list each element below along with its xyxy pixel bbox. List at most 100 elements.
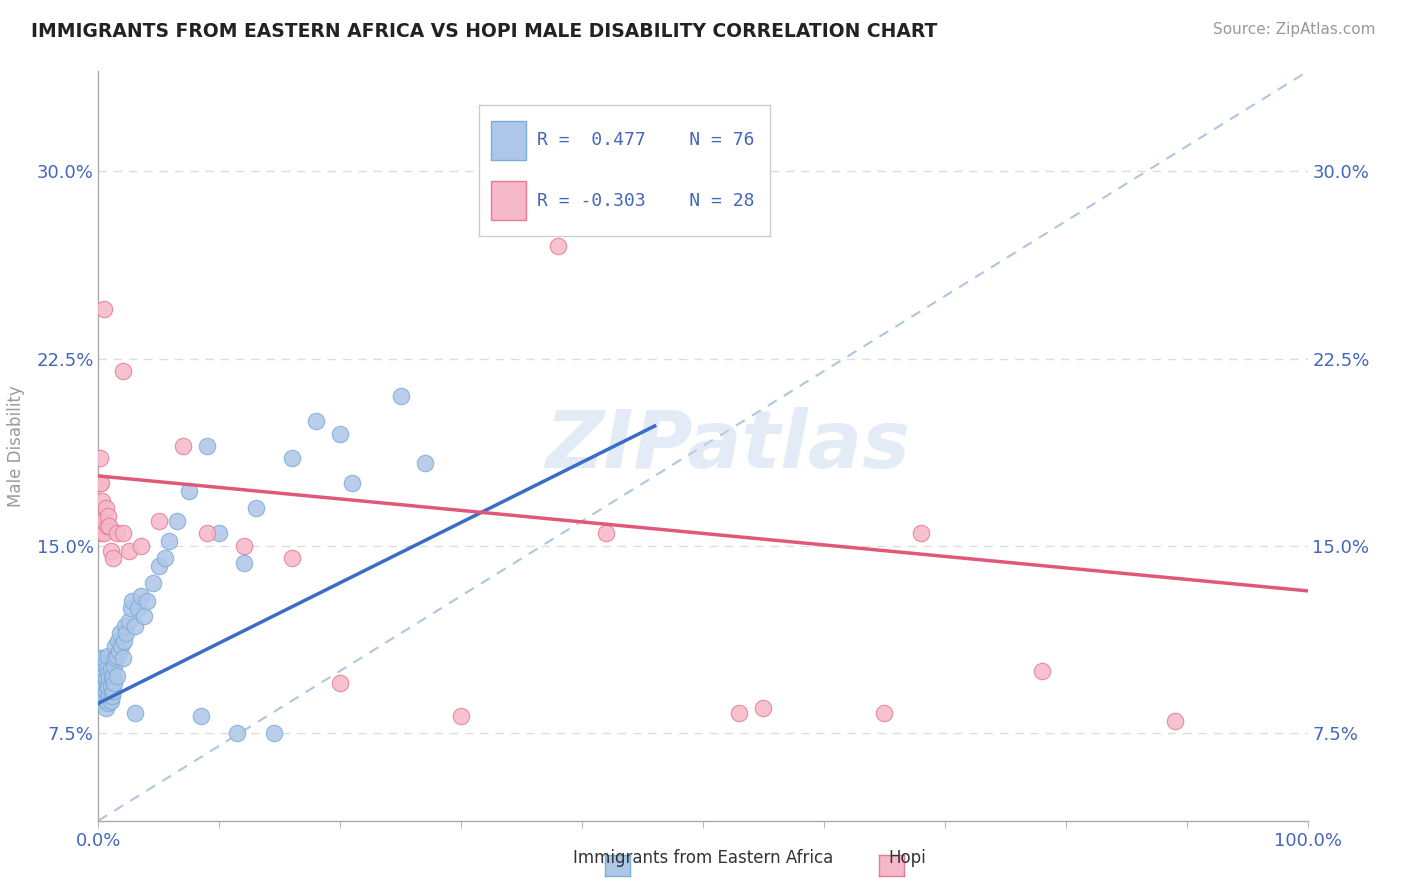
Point	[1031, 664, 1053, 678]
Point	[157, 533, 180, 548]
Point	[105, 669, 128, 683]
Point	[93, 301, 115, 316]
Point	[100, 671, 122, 685]
Point	[873, 706, 896, 721]
Point	[110, 639, 132, 653]
Point	[752, 701, 775, 715]
Point	[101, 551, 124, 566]
Point	[93, 669, 115, 683]
Point	[118, 614, 141, 628]
Point	[111, 651, 134, 665]
Point	[115, 626, 138, 640]
Point	[166, 514, 188, 528]
Point	[148, 514, 170, 528]
Point	[90, 689, 112, 703]
Point	[91, 671, 114, 685]
Point	[595, 526, 617, 541]
Point	[112, 633, 135, 648]
Point	[127, 601, 149, 615]
Point	[90, 526, 112, 541]
Point	[281, 451, 304, 466]
Point	[91, 658, 114, 673]
Point	[226, 726, 249, 740]
Point	[89, 476, 111, 491]
Y-axis label: Male Disability: Male Disability	[7, 385, 25, 507]
Point	[108, 626, 131, 640]
Point	[142, 576, 165, 591]
Point	[195, 526, 218, 541]
Point	[97, 666, 120, 681]
Point	[93, 651, 115, 665]
Point	[91, 689, 114, 703]
Point	[97, 508, 120, 523]
Point	[124, 619, 146, 633]
Point	[93, 694, 115, 708]
Point	[111, 526, 134, 541]
Point	[94, 701, 117, 715]
Point	[89, 664, 111, 678]
Point	[547, 239, 569, 253]
Point	[98, 671, 121, 685]
Point	[105, 648, 128, 663]
Point	[389, 389, 412, 403]
Point	[103, 658, 125, 673]
Point	[118, 544, 141, 558]
Point	[97, 696, 120, 710]
Point	[329, 426, 352, 441]
Point	[100, 689, 122, 703]
Point	[96, 661, 118, 675]
Point	[129, 539, 152, 553]
Point	[342, 476, 364, 491]
Point	[179, 483, 201, 498]
Text: Hopi: Hopi	[889, 849, 925, 867]
Point	[94, 501, 117, 516]
Text: ZIPatlas: ZIPatlas	[544, 407, 910, 485]
Point	[910, 526, 932, 541]
Point	[134, 608, 156, 623]
Point	[195, 439, 218, 453]
Point	[107, 633, 129, 648]
Point	[111, 364, 134, 378]
Point	[91, 494, 114, 508]
Point	[172, 439, 194, 453]
Point	[100, 679, 122, 693]
Point	[105, 526, 128, 541]
Point	[129, 589, 152, 603]
Point	[1163, 714, 1185, 728]
Point	[97, 648, 120, 663]
Point	[153, 551, 176, 566]
Point	[108, 644, 131, 658]
Point	[89, 451, 111, 466]
Point	[100, 544, 122, 558]
Point	[97, 681, 120, 696]
Point	[148, 558, 170, 573]
Point	[96, 679, 118, 693]
Point	[91, 676, 114, 690]
Point	[263, 726, 285, 740]
Point	[232, 539, 254, 553]
Point	[232, 557, 254, 571]
Text: Immigrants from Eastern Africa: Immigrants from Eastern Africa	[572, 849, 834, 867]
Point	[728, 706, 751, 721]
Point	[91, 514, 114, 528]
Point	[89, 676, 111, 690]
Point	[101, 669, 124, 683]
Point	[91, 657, 114, 671]
Text: IMMIGRANTS FROM EASTERN AFRICA VS HOPI MALE DISABILITY CORRELATION CHART: IMMIGRANTS FROM EASTERN AFRICA VS HOPI M…	[31, 22, 938, 41]
Point	[114, 619, 136, 633]
Point	[120, 601, 142, 615]
Point	[94, 683, 117, 698]
Point	[96, 694, 118, 708]
Point	[104, 639, 127, 653]
Point	[413, 457, 436, 471]
Point	[100, 661, 122, 675]
Point	[91, 514, 114, 528]
Point	[91, 694, 114, 708]
Point	[101, 683, 124, 698]
Text: Source: ZipAtlas.com: Source: ZipAtlas.com	[1212, 22, 1375, 37]
Point	[104, 651, 127, 665]
Point	[103, 676, 125, 690]
Point	[96, 519, 118, 533]
Point	[245, 501, 267, 516]
Point	[93, 681, 115, 696]
